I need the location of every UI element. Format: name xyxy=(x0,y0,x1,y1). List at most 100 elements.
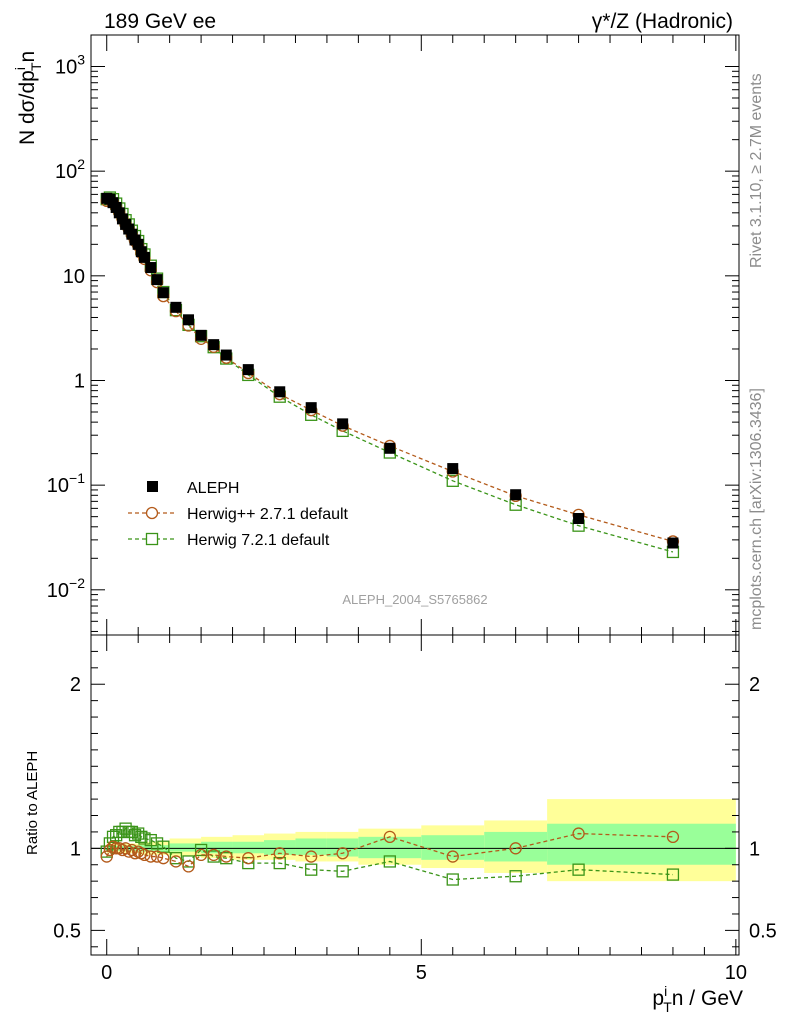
y-tick-label: 103 xyxy=(55,52,85,79)
mcplots-credit-label: mcplots.cern.ch [arXiv:1306.3436] xyxy=(748,388,765,630)
ratio-y-tick-label-right: 1 xyxy=(749,838,760,860)
ratio-band-inner xyxy=(295,838,327,855)
ratio-herwigpp-point xyxy=(383,830,396,843)
aleph-point xyxy=(195,329,207,341)
aleph-point xyxy=(135,246,147,258)
ratio-y-tick-label-right: 2 xyxy=(749,674,760,696)
ratio-herwigpp-point xyxy=(273,847,286,860)
ratio-y-tick-label: 2 xyxy=(70,674,81,696)
ratio-herwigpp-point xyxy=(144,850,157,863)
main-series xyxy=(100,191,680,559)
ratio-axes: 0 5 100.5 0.51 12 2 xyxy=(53,634,777,984)
main-y-axis-label: N dσ/dpiTn xyxy=(12,51,44,145)
aleph-point xyxy=(145,262,157,274)
ratio-herwigpp-point xyxy=(305,850,318,863)
ratio-herwig7-point xyxy=(242,856,255,870)
herwig7-line xyxy=(106,196,674,553)
ratio-y-tick-label-right: 0.5 xyxy=(749,920,777,942)
aleph-point xyxy=(384,442,396,454)
process-label: γ*/Z (Hadronic) xyxy=(592,10,733,33)
ratio-herwig7-line xyxy=(106,827,673,881)
aleph-point xyxy=(132,238,144,250)
x-tick-label: 5 xyxy=(416,962,427,984)
ratio-herwig7-point xyxy=(128,829,142,842)
ratio-herwigpp-point xyxy=(446,850,459,863)
ratio-herwigpp-point xyxy=(119,842,132,855)
ratio-frame xyxy=(90,634,740,956)
ratio-herwigpp-point xyxy=(220,850,233,863)
ratio-herwigpp-point xyxy=(110,842,123,855)
ratio-herwig7-point xyxy=(305,863,318,876)
aleph-point xyxy=(157,287,169,299)
legend-label-herwigpp: Herwig++ 2.7.1 default xyxy=(187,506,349,523)
herwig7-point xyxy=(446,474,459,487)
ratio-herwigpp-point xyxy=(572,827,585,840)
ratio-herwig7-point xyxy=(169,852,183,865)
y-tick-label: 1 xyxy=(74,370,85,392)
aleph-point xyxy=(151,274,163,286)
x-tick-label: 0 xyxy=(101,962,112,984)
aleph-point xyxy=(667,537,679,549)
aleph-point xyxy=(126,228,138,240)
aleph-point xyxy=(116,213,128,225)
ratio-herwigpp-point xyxy=(157,852,170,865)
aleph-point xyxy=(170,301,182,313)
aleph-point xyxy=(274,386,286,398)
ratio-uncertainty-bands xyxy=(106,799,736,882)
ratio-herwigpp-point xyxy=(138,848,151,862)
ratio-herwig7-point xyxy=(135,830,148,843)
analysis-id: ALEPH_2004_S5765862 xyxy=(342,592,487,607)
legend: ALEPH Herwig++ 2.7.1 default Herwig 7.2.… xyxy=(128,480,349,549)
ratio-herwigpp-point xyxy=(150,850,164,863)
ratio-band-inner xyxy=(358,836,422,859)
aleph-point xyxy=(305,402,317,414)
aleph-point xyxy=(573,513,585,525)
aleph-point xyxy=(447,463,459,475)
ratio-y-tick-label: 0.5 xyxy=(53,920,81,942)
legend-label-herwig7: Herwig 7.2.1 default xyxy=(187,532,330,549)
ratio-herwigpp-point xyxy=(666,830,680,843)
ratio-herwigpp-point xyxy=(182,860,195,873)
aleph-point xyxy=(242,364,254,376)
energy-label: 189 GeV ee xyxy=(104,10,216,33)
ratio-herwig7-point xyxy=(336,865,349,878)
ratio-band-inner xyxy=(201,841,233,854)
aleph-point xyxy=(337,418,349,430)
ratio-herwigpp-point xyxy=(207,848,220,862)
aleph-point xyxy=(183,314,195,326)
ratio-herwig7-point xyxy=(110,829,123,842)
legend-label-aleph: ALEPH xyxy=(187,480,239,497)
y-tick-label: 10−2 xyxy=(47,575,85,602)
aleph-point xyxy=(510,489,522,501)
y-tick-label: 10−1 xyxy=(47,470,85,497)
ratio-band-inner xyxy=(232,841,265,854)
ratio-herwigpp-point xyxy=(100,850,113,863)
legend-marker-herwigpp xyxy=(145,506,159,520)
legend-marker-aleph xyxy=(147,481,158,492)
ratio-herwig7-point xyxy=(273,856,286,870)
ratio-herwig7-point xyxy=(383,855,396,868)
ratio-herwig7-point xyxy=(144,833,157,847)
aleph-point xyxy=(138,251,150,263)
aleph-point xyxy=(113,207,125,219)
ratio-band-inner xyxy=(484,831,548,862)
ratio-herwig7-point xyxy=(119,822,132,835)
ratio-herwig7-point xyxy=(116,825,129,839)
x-axis-label: pi Tn / GeV xyxy=(652,983,743,1015)
ratio-y-tick-label: 1 xyxy=(70,838,81,860)
ratio-y-axis-label: Ratio to ALEPH xyxy=(24,751,41,855)
rivet-version-label: Rivet 3.1.10, ≥ 2.7M events xyxy=(748,73,765,268)
ratio-band-inner xyxy=(169,843,202,852)
ratio-herwigpp-point xyxy=(509,842,522,855)
ratio-herwig7-point xyxy=(572,863,585,876)
ratio-herwig7-point xyxy=(138,832,151,845)
ratio-herwigpp-point xyxy=(103,843,117,857)
aleph-point xyxy=(220,349,232,361)
ratio-herwig7-point xyxy=(150,837,164,850)
y-tick-label: 102 xyxy=(55,156,85,183)
ratio-series xyxy=(100,822,680,886)
legend-marker-herwig7 xyxy=(145,532,159,546)
ratio-herwig7-point xyxy=(509,870,522,883)
aleph-point xyxy=(208,339,220,351)
